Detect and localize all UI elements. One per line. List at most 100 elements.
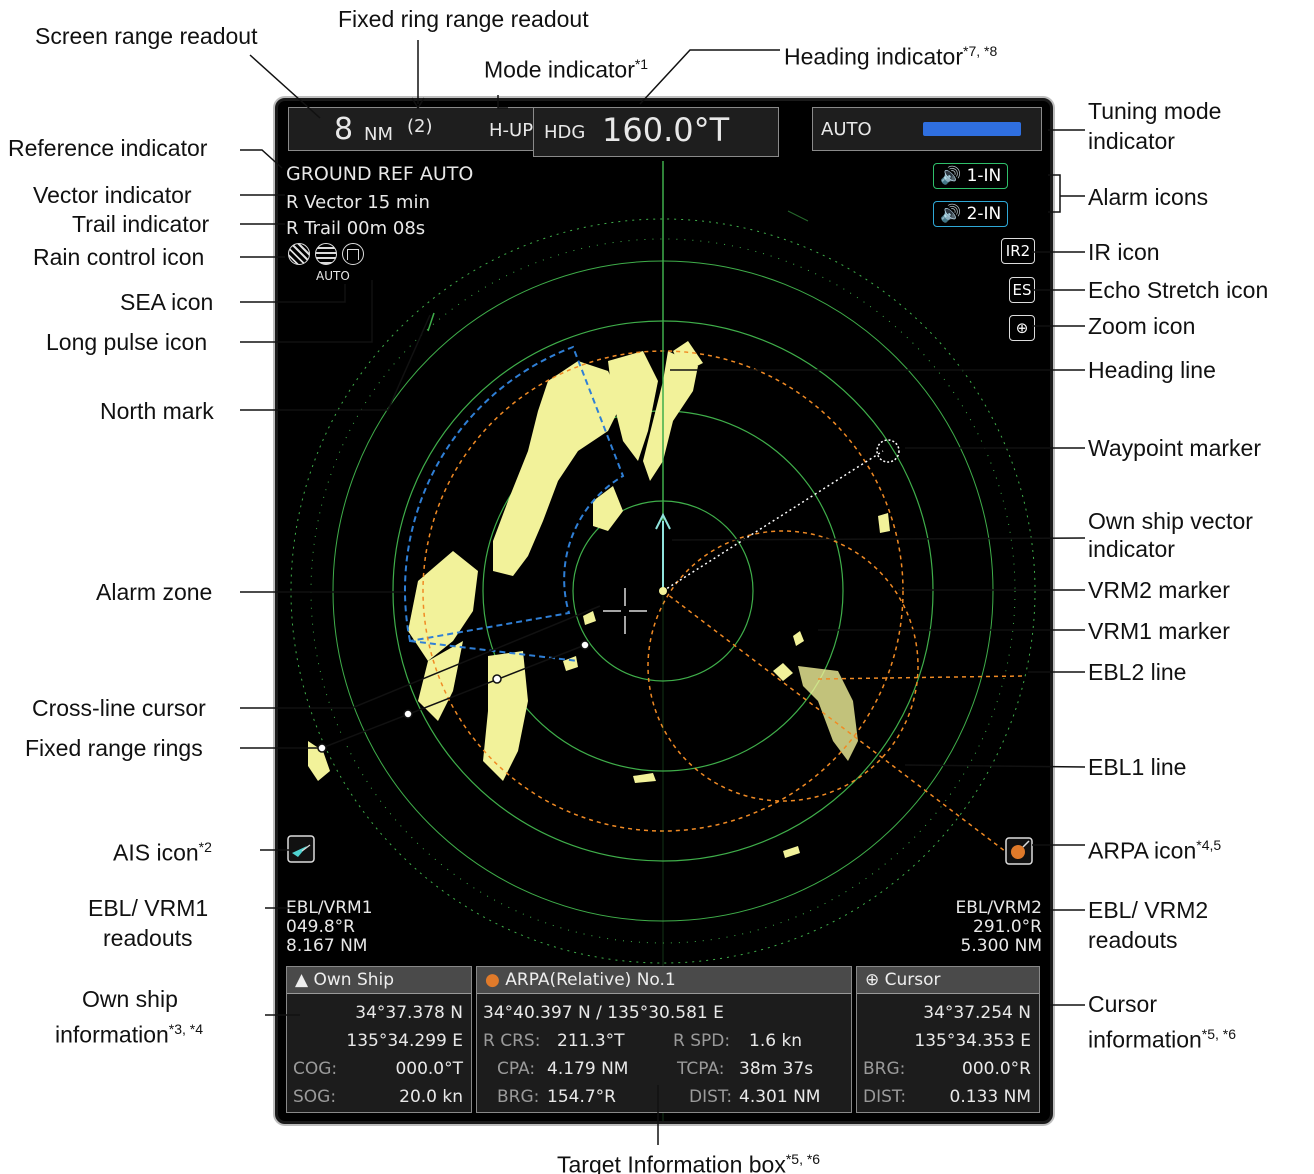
callout-arpa: ARPA icon*4,5 xyxy=(1088,837,1222,864)
callout-ebl-vrm1-2: readouts xyxy=(103,925,193,951)
callout-ebl1: EBL1 line xyxy=(1088,754,1187,780)
cursor-dist-label: DIST: xyxy=(863,1087,907,1107)
callout-fixed-rings: Fixed range rings xyxy=(25,735,203,761)
ebl-vrm1-readout[interactable]: EBL/VRM1 049.8°R 8.167 NM xyxy=(286,899,373,956)
callout-tuning-2: indicator xyxy=(1088,128,1175,154)
speaker-icon: 🔊 xyxy=(940,204,962,224)
callout-ais: AIS icon*2 xyxy=(113,839,212,866)
callout-alarm-icons: Alarm icons xyxy=(1088,184,1209,210)
callout-own-vector-1: Own ship vector xyxy=(1088,508,1253,534)
callout-heading-line: Heading line xyxy=(1088,357,1216,383)
tuning-box[interactable]: AUTO xyxy=(812,107,1042,151)
own-ship-mark xyxy=(659,587,667,595)
radar-screen: 8 NM (2) H-UP HDG 160.0°T AUTO GROUND RE… xyxy=(275,98,1053,1124)
screen-range-value: 8 xyxy=(334,112,354,147)
heading-box: HDG 160.0°T xyxy=(533,107,779,157)
cog-label: COG: xyxy=(293,1059,338,1079)
ebl-vrm2-readout[interactable]: EBL/VRM2 291.0°R 5.300 NM xyxy=(955,899,1042,956)
cursor-dist-value: 0.133 NM xyxy=(949,1087,1031,1107)
rain-control-icon[interactable] xyxy=(288,243,310,265)
callout-ebl-vrm2-2: readouts xyxy=(1088,927,1178,953)
vrm2-circle xyxy=(647,530,919,802)
target-brg-label: BRG: xyxy=(497,1087,540,1107)
ais-icon[interactable] xyxy=(287,835,315,863)
echo-stretch-icon[interactable]: ES xyxy=(1009,277,1035,303)
callout-cursor-info-1: Cursor xyxy=(1088,991,1158,1017)
own-ship-lon: 135°34.299 E xyxy=(346,1031,463,1051)
ir-icon[interactable]: IR2 xyxy=(1001,238,1035,264)
alarm-icon-2[interactable]: 🔊 2-IN xyxy=(933,201,1009,227)
callout-tuning-1: Tuning mode xyxy=(1088,98,1222,124)
screen-range-unit: NM xyxy=(364,124,393,145)
waypoint-marker xyxy=(876,439,900,463)
cursor-lat: 34°37.254 N xyxy=(923,1003,1031,1023)
cursor-brg-label: BRG: xyxy=(863,1059,906,1079)
target-position: 34°40.397 N / 135°30.581 E xyxy=(483,1003,724,1023)
own-ship-title: Own Ship xyxy=(313,970,395,990)
vector-indicator[interactable]: R Vector 15 min xyxy=(286,192,430,213)
own-ship-header: ▲ Own Ship xyxy=(287,967,471,994)
callout-ebl-vrm2-1: EBL/ VRM2 xyxy=(1088,897,1209,923)
ebl-vrm1-title: EBL/VRM1 xyxy=(286,898,373,918)
callout-alarm-zone: Alarm zone xyxy=(96,579,213,605)
ebl-vrm2-bearing: 291.0°R xyxy=(973,917,1042,937)
cross-line-cursor[interactable] xyxy=(603,588,647,634)
ebl2-line xyxy=(817,675,1024,680)
fixed-ring-readout: (2) xyxy=(407,116,433,137)
rspd-label: R SPD: xyxy=(673,1031,731,1051)
callout-echo-stretch: Echo Stretch icon xyxy=(1088,277,1269,303)
callout-vrm1: VRM1 marker xyxy=(1088,618,1230,644)
sea-auto-label: AUTO xyxy=(316,269,350,283)
sog-value: 20.0 kn xyxy=(399,1087,463,1107)
rspd-value: 1.6 kn xyxy=(749,1031,803,1051)
waypoint-route xyxy=(662,450,884,592)
range-box[interactable]: 8 NM (2) H-UP xyxy=(288,107,542,151)
crosshair-icon: ⊕ xyxy=(865,970,880,990)
cog-value: 000.0°T xyxy=(395,1059,463,1079)
alarm-zone xyxy=(403,345,625,643)
rcrs-label: R CRS: xyxy=(483,1031,541,1051)
cpa-label: CPA: xyxy=(497,1059,536,1079)
cursor-title: Cursor xyxy=(884,970,941,990)
speaker-icon: 🔊 xyxy=(940,166,962,186)
cursor-panel[interactable]: ⊕ Cursor 34°37.254 N 135°34.353 E BRG: 0… xyxy=(856,966,1040,1113)
radar-echoes xyxy=(308,341,890,858)
sea-icon[interactable] xyxy=(315,243,337,265)
cursor-header: ⊕ Cursor xyxy=(857,967,1039,994)
target-dist-label: DIST: xyxy=(689,1087,733,1107)
bearing-scale xyxy=(290,218,1036,964)
reference-indicator[interactable]: GROUND REF AUTO xyxy=(286,163,474,185)
callout-vector: Vector indicator xyxy=(33,182,192,208)
alarm-2-label: 2-IN xyxy=(966,204,1002,224)
callout-trail: Trail indicator xyxy=(72,211,210,237)
callout-ir: IR icon xyxy=(1088,239,1160,265)
callout-cursor-info-2: information*5, *6 xyxy=(1088,1026,1237,1053)
tuning-bar xyxy=(923,122,1021,136)
callout-rain: Rain control icon xyxy=(33,244,205,270)
alarm-icon-1[interactable]: 🔊 1-IN xyxy=(933,163,1009,189)
sog-label: SOG: xyxy=(293,1087,337,1107)
own-ship-panel[interactable]: ▲ Own Ship 34°37.378 N 135°34.299 E COG:… xyxy=(286,966,472,1113)
callout-reference: Reference indicator xyxy=(8,135,208,161)
callout-fixed-ring: Fixed ring range readout xyxy=(338,6,589,32)
north-mark xyxy=(427,312,435,332)
long-pulse-icon[interactable] xyxy=(342,243,364,265)
mode-indicator[interactable]: H-UP xyxy=(489,120,534,141)
zoom-icon[interactable]: ⊕ xyxy=(1009,315,1035,341)
callout-ebl-vrm1-1: EBL/ VRM1 xyxy=(88,895,209,921)
arpa-icon[interactable] xyxy=(1005,837,1033,865)
tcpa-label: TCPA: xyxy=(677,1059,725,1079)
cpa-value: 4.179 NM xyxy=(547,1059,629,1079)
target-dist-value: 4.301 NM xyxy=(739,1087,821,1107)
callout-own-info-1: Own ship xyxy=(82,986,178,1012)
trail-indicator[interactable]: R Trail 00m 08s xyxy=(286,218,426,239)
callout-cross-cursor: Cross-line cursor xyxy=(32,695,206,721)
heading-indicator: 160.0°T xyxy=(602,111,730,149)
callout-north: North mark xyxy=(100,398,214,424)
callout-screen-range: Screen range readout xyxy=(35,23,258,49)
callout-vrm2: VRM2 marker xyxy=(1088,577,1230,603)
ebl-vrm2-range: 5.300 NM xyxy=(960,936,1042,956)
target-info-box[interactable]: ● ARPA(Relative) No.1 34°40.397 N / 135°… xyxy=(476,966,852,1113)
cursor-lon: 135°34.353 E xyxy=(914,1031,1031,1051)
